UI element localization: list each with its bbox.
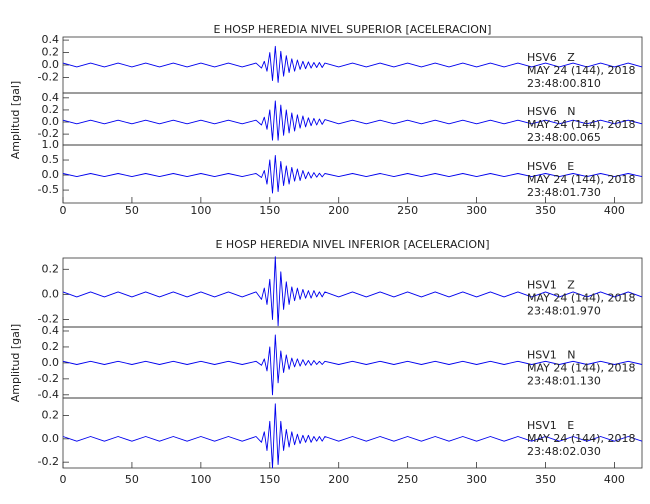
waveform <box>62 45 643 83</box>
y-tick-label: 0.4 <box>42 91 60 104</box>
y-tick-label: -0.2 <box>38 372 59 385</box>
y-tick-label: 0.0 <box>42 287 60 300</box>
x-tick-label: 0 <box>60 473 67 486</box>
x-tick-label: 0 <box>60 204 67 217</box>
time-label: 23:48:01.970 <box>527 305 601 318</box>
panel-frame <box>62 144 643 204</box>
panel-frame <box>62 397 643 469</box>
station-label: HSV1 E <box>527 419 574 432</box>
station-label: HSV6 Z <box>527 51 575 64</box>
y-tick-label: 0.0 <box>42 58 60 71</box>
x-tick-label: 300 <box>466 473 487 486</box>
x-tick-label: 300 <box>466 204 487 217</box>
y-tick-label: 0.0 <box>42 168 60 181</box>
y-tick-label: -0.2 <box>38 455 59 468</box>
date-label: MAY 24 (144), 2018 <box>527 432 635 445</box>
x-tick-label: 50 <box>125 473 139 486</box>
time-label: 23:48:00.810 <box>527 77 601 90</box>
y-tick-label: 0.0 <box>42 432 60 445</box>
x-tick-label: 150 <box>259 473 280 486</box>
x-tick-label: 150 <box>259 204 280 217</box>
time-label: 23:48:02.030 <box>527 445 601 458</box>
x-tick-label: 250 <box>397 204 418 217</box>
waveform <box>62 155 643 194</box>
y-tick-label: 0.5 <box>42 153 60 166</box>
y-tick-label: -0.2 <box>38 127 59 140</box>
chart-title: E HOSP HEREDIA NIVEL SUPERIOR [ACELERACI… <box>214 23 492 36</box>
chart-title: E HOSP HEREDIA NIVEL INFERIOR [ACELERACI… <box>215 238 489 251</box>
y-axis-label: Amplitud [gal] <box>9 324 22 402</box>
station-label: HSV1 Z <box>527 279 575 292</box>
waveform <box>62 100 643 141</box>
y-tick-label: 0.2 <box>42 340 60 353</box>
date-label: MAY 24 (144), 2018 <box>527 64 635 77</box>
y-tick-label: 0.2 <box>42 262 60 275</box>
time-label: 23:48:01.130 <box>527 375 601 388</box>
y-tick-label: 1.0 <box>42 138 60 151</box>
x-tick-label: 200 <box>328 473 349 486</box>
waveform <box>62 256 643 327</box>
x-tick-label: 50 <box>125 204 139 217</box>
y-tick-label: 0.4 <box>42 324 60 337</box>
x-tick-label: 100 <box>190 204 211 217</box>
y-tick-label: 0.2 <box>42 409 60 422</box>
x-tick-label: 400 <box>604 204 625 217</box>
y-tick-label: 0.0 <box>42 115 60 128</box>
time-label: 23:48:00.065 <box>527 131 601 144</box>
x-tick-label: 250 <box>397 473 418 486</box>
y-tick-label: 0.0 <box>42 356 60 369</box>
station-label: HSV6 N <box>527 105 576 118</box>
date-label: MAY 24 (144), 2018 <box>527 292 635 305</box>
waveform <box>62 334 643 396</box>
x-tick-label: 400 <box>604 473 625 486</box>
y-axis-label: Amplitud [gal] <box>9 81 22 159</box>
y-tick-label: 0.2 <box>42 103 60 116</box>
y-tick-label: -0.2 <box>38 312 59 325</box>
y-tick-label: -0.4 <box>38 388 59 401</box>
y-tick-label: 0.2 <box>42 46 60 59</box>
x-tick-label: 200 <box>328 204 349 217</box>
date-label: MAY 24 (144), 2018 <box>527 118 635 131</box>
y-tick-label: -0.2 <box>38 70 59 83</box>
station-label: HSV1 N <box>527 349 576 362</box>
x-tick-label: 100 <box>190 473 211 486</box>
station-label: HSV6 E <box>527 160 574 173</box>
y-tick-label: 0.4 <box>42 33 60 46</box>
x-tick-label: 350 <box>535 204 556 217</box>
date-label: MAY 24 (144), 2018 <box>527 173 635 186</box>
date-label: MAY 24 (144), 2018 <box>527 362 635 375</box>
y-tick-label: -0.5 <box>38 183 59 196</box>
waveform <box>62 403 643 469</box>
time-label: 23:48:01.730 <box>527 186 601 199</box>
x-tick-label: 350 <box>535 473 556 486</box>
